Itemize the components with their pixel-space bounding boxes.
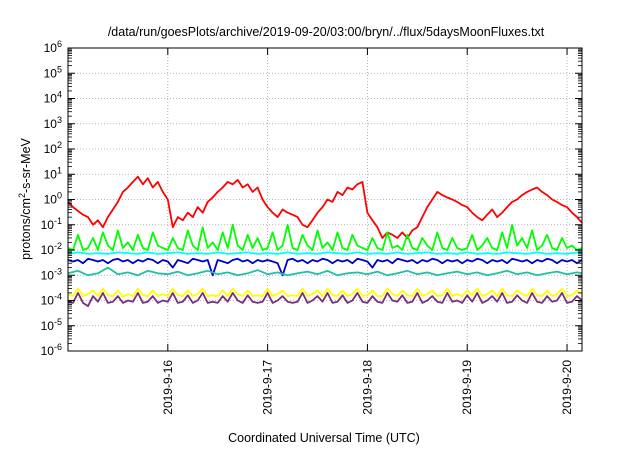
series-line-2 <box>67 251 583 255</box>
x-tick-label: 2019-9-16 <box>161 360 175 415</box>
y-tick-label: 105 <box>44 64 62 80</box>
series-line-0 <box>67 175 583 239</box>
y-tick-label: 101 <box>44 165 62 181</box>
series-line-1 <box>67 223 583 251</box>
y-axis-ticks: 10-6 10-5 10-4 10-3 10-2 10-1 100 101 102 103 104 1… <box>41 39 582 358</box>
x-tick-label: 2019-9-17 <box>261 360 275 415</box>
y-axis-label: protons/cm2-s-sr-MeV <box>17 137 33 259</box>
x-tick-label: 2019-9-20 <box>560 360 574 415</box>
plot-frame <box>67 47 583 352</box>
y-axis-label-units: -s-sr-MeV <box>19 137 33 193</box>
y-tick-label: 10-3 <box>41 266 62 282</box>
y-tick-label: 104 <box>44 90 62 106</box>
series-line-4 <box>67 266 583 277</box>
series-line-3 <box>67 257 583 277</box>
x-tick-label: 2019-9-18 <box>360 360 374 415</box>
data-series <box>67 175 583 308</box>
y-tick-label: 10-4 <box>41 292 62 308</box>
x-axis-label: Coordinated Universal Time (UTC) <box>228 431 420 445</box>
chart-title: /data/run/goesPlots/archive/2019-09-20/0… <box>108 25 545 39</box>
y-tick-label: 103 <box>44 115 62 131</box>
y-axis-label-superscript: 2 <box>17 193 27 198</box>
y-tick-label: 10-2 <box>41 241 62 257</box>
grid-lines <box>68 48 582 351</box>
x-tick-label: 2019-9-19 <box>460 360 474 415</box>
series-line-5 <box>67 287 583 298</box>
x-axis-ticks: 2019-9-16 2019-9-17 2019-9-18 2019-9-19 2019… <box>161 48 574 415</box>
y-tick-label: 106 <box>44 39 62 55</box>
y-tick-label: 10-6 <box>41 342 62 358</box>
y-tick-label: 10-5 <box>41 317 62 333</box>
y-axis-label-main: protons/cm <box>19 198 33 260</box>
series-line-6 <box>67 291 583 308</box>
y-tick-label: 10-1 <box>41 216 62 232</box>
y-tick-label: 102 <box>44 140 62 156</box>
y-tick-label: 100 <box>44 191 62 207</box>
